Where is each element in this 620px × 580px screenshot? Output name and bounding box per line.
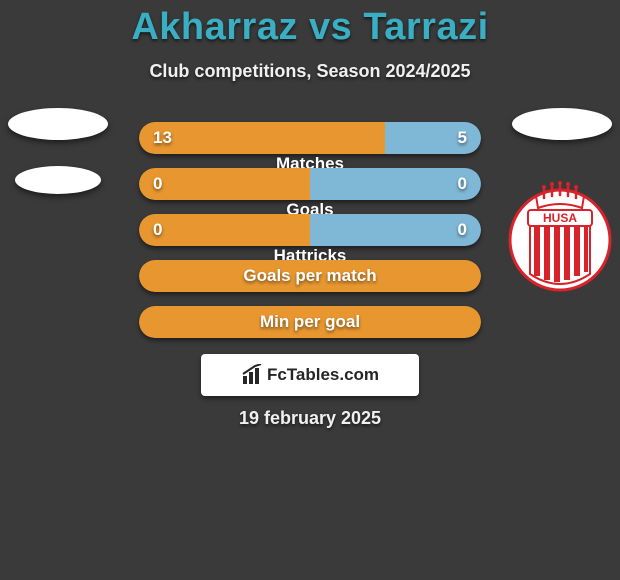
- stat-right-value: 5: [385, 122, 481, 154]
- stat-row-hattricks: 00Hattricks: [139, 214, 481, 246]
- date-text: 19 february 2025: [0, 408, 620, 429]
- stat-row-min-per-goal: Min per goal: [139, 306, 481, 338]
- left-logo-column: [8, 108, 108, 194]
- brand-box[interactable]: FcTables.com: [201, 354, 419, 396]
- stat-bar: 00: [139, 214, 481, 246]
- stat-label: Goals per match: [139, 260, 481, 292]
- player1-club-logo-placeholder-2: [15, 166, 101, 194]
- page-title: Akharraz vs Tarrazi: [0, 0, 620, 49]
- stats-container: 135Matches 00Goals 00Hattricks Goals per ma…: [139, 122, 481, 338]
- stat-left-value: 13: [139, 122, 385, 154]
- stat-row-matches: 135Matches: [139, 122, 481, 154]
- stat-bar: Min per goal: [139, 306, 481, 338]
- stat-bar: 00: [139, 168, 481, 200]
- bar-chart-icon: [241, 364, 265, 386]
- stat-row-goals: 00Goals: [139, 168, 481, 200]
- comparison-card: Akharraz vs Tarrazi Club competitions, S…: [0, 0, 620, 580]
- stat-left-value: 0: [139, 214, 310, 246]
- club-badge-icon: HUSA: [508, 178, 612, 300]
- stat-right-value: 0: [310, 214, 481, 246]
- subtitle: Club competitions, Season 2024/2025: [0, 61, 620, 82]
- stat-right-value: 0: [310, 168, 481, 200]
- stat-row-goals-per-match: Goals per match: [139, 260, 481, 292]
- brand-text: FcTables.com: [267, 365, 379, 385]
- stat-bar: Goals per match: [139, 260, 481, 292]
- player2-club-logo-placeholder: [512, 108, 612, 140]
- player1-club-logo-placeholder-1: [8, 108, 108, 140]
- stat-label: Min per goal: [139, 306, 481, 338]
- right-logo-column: [512, 108, 612, 140]
- stat-left-value: 0: [139, 168, 310, 200]
- stat-bar: 135: [139, 122, 481, 154]
- svg-text:HUSA: HUSA: [543, 211, 577, 225]
